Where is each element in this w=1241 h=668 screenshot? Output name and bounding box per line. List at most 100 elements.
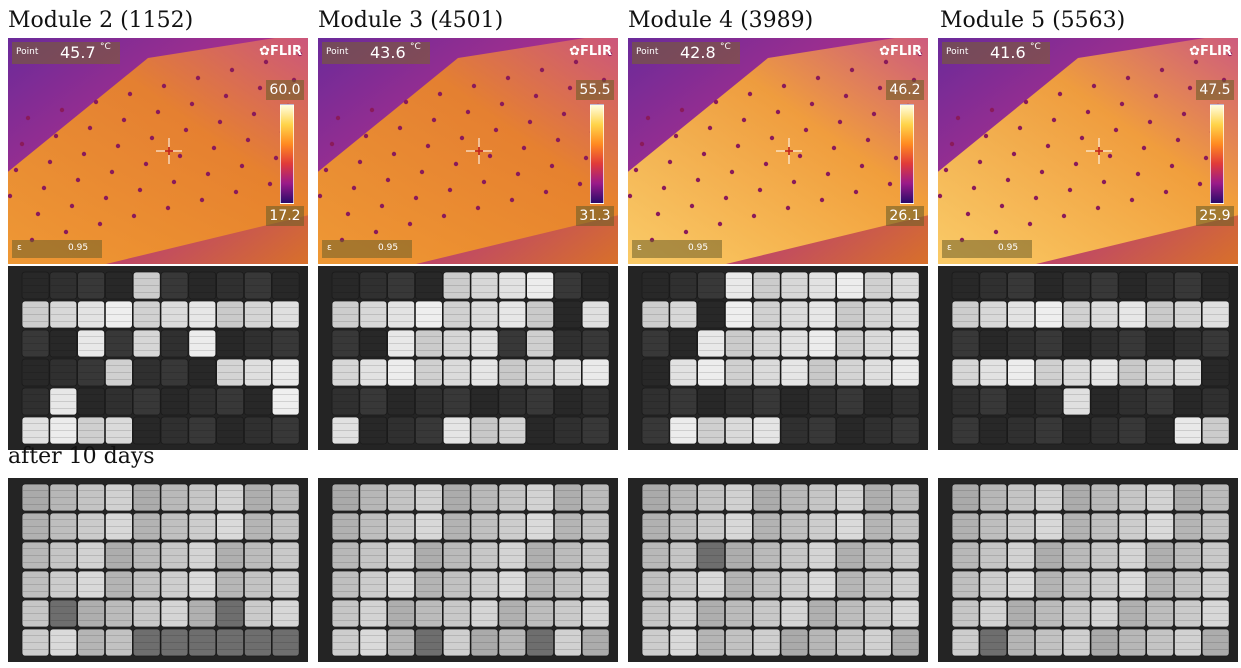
cell-dot	[763, 161, 769, 167]
solar-cell	[863, 300, 892, 329]
solar-cell	[188, 512, 217, 541]
solar-cell	[1118, 300, 1147, 329]
solar-cell	[1118, 271, 1147, 300]
solar-cell	[752, 271, 781, 300]
solar-cell	[553, 512, 582, 541]
cell-dot	[683, 229, 689, 235]
cell-dot	[447, 187, 453, 193]
module-title: Module 3 (4501)	[318, 8, 504, 33]
solar-cell	[1062, 358, 1091, 387]
cell-dot	[825, 171, 831, 177]
solar-cell	[105, 271, 133, 300]
cell-dot	[97, 221, 103, 227]
solar-cell	[498, 300, 527, 329]
cell-dot	[1033, 195, 1039, 201]
epsilon-label: ε	[17, 243, 22, 253]
solar-cell	[271, 512, 300, 541]
cell-dot	[391, 151, 397, 157]
solar-cell	[553, 300, 582, 329]
solar-cell	[581, 387, 610, 416]
solar-cell	[49, 416, 78, 445]
solar-cell	[641, 628, 670, 657]
cell-dot	[263, 59, 269, 65]
solar-cell	[387, 512, 415, 541]
solar-cell	[470, 387, 499, 416]
epsilon-value: 0.95	[688, 243, 709, 253]
solar-cell	[725, 300, 753, 329]
cell-dot	[853, 189, 859, 195]
cell-dot	[115, 143, 121, 149]
cell-dot	[1011, 151, 1017, 157]
solar-cell	[697, 483, 725, 512]
solar-cell	[21, 541, 50, 570]
cell-dot	[1197, 181, 1203, 187]
solar-cell	[77, 300, 105, 329]
solar-cell	[808, 483, 837, 512]
el-image-after	[628, 478, 928, 662]
solar-cell	[641, 512, 670, 541]
solar-cell	[105, 628, 133, 657]
solar-cell	[415, 599, 443, 628]
solar-cell	[581, 416, 610, 445]
solar-cell	[891, 358, 920, 387]
emissivity-readout: ε 0.95	[632, 240, 722, 258]
solar-cell	[49, 570, 78, 599]
solar-cell	[863, 416, 892, 445]
solar-cell	[641, 329, 670, 358]
solar-cell	[1035, 416, 1063, 445]
cell-dot	[363, 133, 369, 139]
solar-cell	[415, 628, 443, 657]
solar-cell	[669, 387, 698, 416]
solar-cell	[498, 483, 527, 512]
solar-cell	[1007, 483, 1035, 512]
solar-cell	[951, 358, 980, 387]
crosshair-icon	[156, 138, 182, 164]
solar-cell	[526, 541, 555, 570]
solar-cell	[1173, 570, 1202, 599]
solar-cell	[49, 300, 78, 329]
solar-cell	[216, 483, 245, 512]
cell-dot	[505, 75, 511, 81]
solar-cell	[725, 512, 753, 541]
solar-cell	[331, 416, 360, 445]
solar-cell	[1062, 512, 1091, 541]
cell-dot	[1079, 135, 1085, 141]
solar-cell	[49, 483, 78, 512]
point-value: 45.7	[60, 43, 96, 62]
cell-dot	[413, 195, 419, 201]
solar-cell	[1035, 628, 1063, 657]
epsilon-value: 0.95	[378, 243, 399, 253]
solar-cell	[331, 599, 360, 628]
solar-cell	[216, 358, 245, 387]
solar-cell	[752, 300, 781, 329]
solar-cell	[863, 628, 892, 657]
solar-cell	[49, 599, 78, 628]
cell-dot	[19, 141, 25, 147]
solar-cell	[243, 570, 272, 599]
solar-cell	[1201, 512, 1230, 541]
solar-cell	[498, 628, 527, 657]
cell-dot	[161, 83, 167, 89]
solar-cell	[891, 329, 920, 358]
solar-cell	[581, 570, 610, 599]
point-label: Point	[326, 47, 349, 57]
cell-dot	[1085, 109, 1091, 115]
el-image-before	[8, 266, 308, 450]
cell-dot	[837, 119, 843, 125]
solar-cell	[442, 416, 471, 445]
solar-cell	[1090, 358, 1119, 387]
solar-cell	[553, 387, 582, 416]
solar-cell	[836, 329, 865, 358]
solar-cell	[243, 541, 272, 570]
solar-cell	[77, 387, 105, 416]
solar-cell	[1062, 329, 1091, 358]
solar-cell	[77, 628, 105, 657]
solar-cell	[387, 329, 415, 358]
solar-cell	[669, 541, 698, 570]
color-scale-bar	[590, 104, 604, 204]
solar-cell	[132, 329, 161, 358]
color-scale-bar	[900, 104, 914, 204]
solar-cell	[49, 358, 78, 387]
cell-dot	[707, 125, 713, 131]
cell-dot	[13, 167, 19, 173]
